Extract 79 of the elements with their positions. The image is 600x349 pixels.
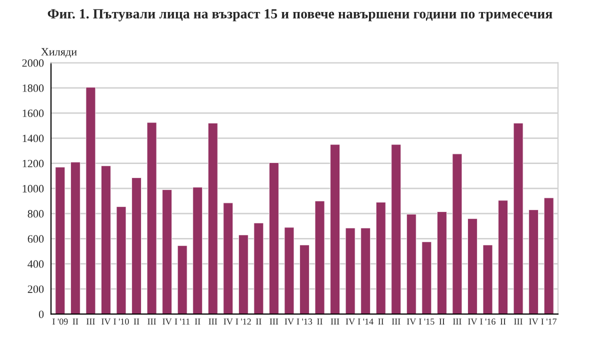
bar xyxy=(146,122,157,314)
bar xyxy=(162,190,172,314)
x-tick-label: I '17 xyxy=(541,318,557,325)
y-tick-label: 2000 xyxy=(22,59,44,67)
bar xyxy=(101,166,111,314)
x-tick-label: III xyxy=(270,318,278,325)
x-tick-label: IV xyxy=(406,318,416,325)
bar xyxy=(116,206,126,314)
x-tick-label: II xyxy=(134,318,140,325)
x-tick-label: II xyxy=(500,318,506,325)
y-tick-label: 600 xyxy=(28,235,44,243)
y-tick-label: 0 xyxy=(38,310,44,318)
x-tick-label: IV xyxy=(162,318,172,325)
y-tick-label: 1800 xyxy=(22,84,44,92)
x-tick-label: IV xyxy=(529,318,538,325)
bar xyxy=(269,162,279,314)
chart-title: Фиг. 1. Пътували лица на възраст 15 и повече навършени години по тримесечия xyxy=(48,9,552,22)
x-tick-label: I '14 xyxy=(358,318,374,325)
bar xyxy=(177,245,188,314)
y-tick-label: 1000 xyxy=(22,184,44,192)
x-tick-label: IV xyxy=(346,318,355,325)
bar xyxy=(254,222,264,314)
x-tick-label: I '09 xyxy=(52,318,68,325)
y-tick-label: 800 xyxy=(28,210,44,218)
x-tick-label: II xyxy=(317,318,322,325)
x-tick-label: I '11 xyxy=(174,318,190,325)
x-tick-label: II xyxy=(378,318,384,325)
bar xyxy=(468,218,478,314)
bar xyxy=(345,228,356,314)
y-tick-label: 1400 xyxy=(22,134,44,142)
bar xyxy=(284,227,294,314)
bar xyxy=(360,228,371,314)
x-tick-label: III xyxy=(86,318,95,325)
x-tick-label: I '15 xyxy=(419,318,434,325)
x-tick-label: I '10 xyxy=(114,318,129,325)
bar xyxy=(513,122,524,314)
bar xyxy=(132,178,142,314)
x-tick-label: II xyxy=(439,318,445,325)
bar xyxy=(422,242,432,314)
bar xyxy=(330,144,340,314)
x-tick-label: III xyxy=(208,318,218,325)
x-tick-label: I '16 xyxy=(480,318,496,325)
bar xyxy=(208,122,218,314)
bar xyxy=(406,214,416,314)
bar xyxy=(223,202,234,314)
bar xyxy=(482,244,493,314)
x-tick-label: IV xyxy=(468,318,478,325)
bar xyxy=(314,200,325,314)
bar xyxy=(300,244,310,314)
bar xyxy=(544,198,554,314)
bar xyxy=(55,166,66,314)
bar xyxy=(192,186,203,314)
bar xyxy=(452,154,462,314)
x-tick-label: III xyxy=(148,318,156,325)
x-tick-label: III xyxy=(330,318,340,325)
bar xyxy=(436,211,447,314)
bar xyxy=(391,144,402,314)
bar xyxy=(86,87,96,314)
x-tick-label: II xyxy=(256,318,262,325)
x-tick-label: IV xyxy=(224,318,233,325)
x-tick-label: II xyxy=(194,318,200,325)
bar xyxy=(70,162,80,314)
x-tick-label: IV xyxy=(102,318,111,325)
bar xyxy=(498,200,508,314)
x-tick-label: II xyxy=(72,318,78,325)
x-tick-label: III xyxy=(392,318,400,325)
x-tick-label: III xyxy=(453,318,462,325)
y-tick-label: 1600 xyxy=(22,110,44,118)
bar xyxy=(528,210,539,314)
y-tick-label: 200 xyxy=(28,285,44,293)
bar xyxy=(376,202,386,314)
x-tick-label: IV xyxy=(284,318,294,325)
y-axis-title: Хиляди xyxy=(41,48,77,58)
x-tick-label: I '13 xyxy=(296,318,312,325)
bar xyxy=(238,234,248,314)
x-tick-label: I '12 xyxy=(236,318,251,325)
y-tick-label: 1200 xyxy=(22,160,44,168)
x-tick-label: III xyxy=(514,318,522,325)
y-tick-label: 400 xyxy=(28,260,44,268)
